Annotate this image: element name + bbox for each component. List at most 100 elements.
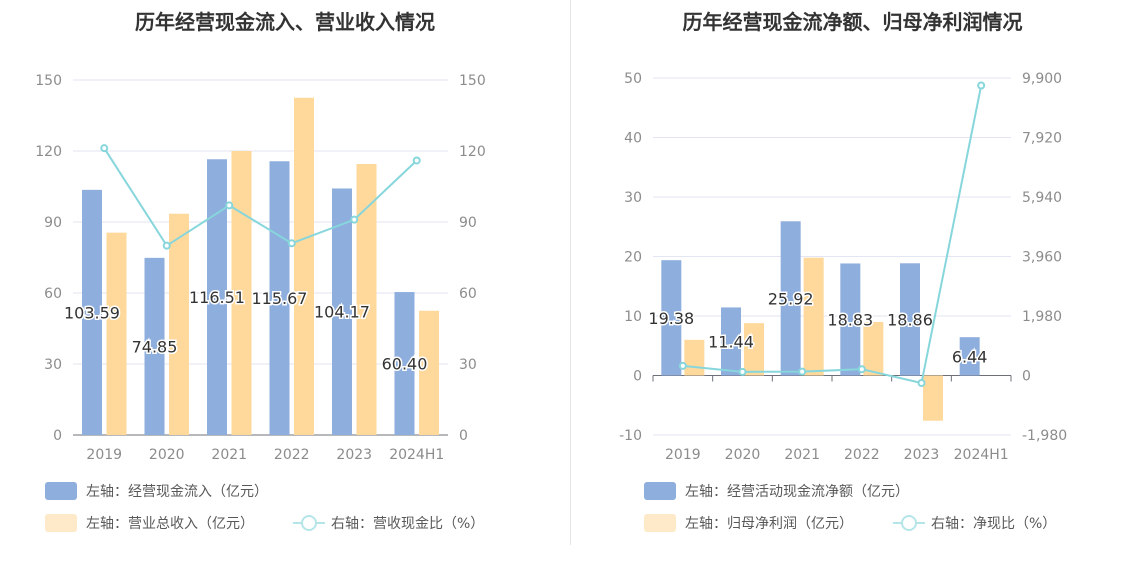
legend-label: 右轴：净现比（%） <box>931 516 1057 532</box>
left-axis-tick-label: 30 <box>44 357 62 373</box>
bar-primary <box>661 260 682 376</box>
right-axis-tick-label: 3,960 <box>1022 250 1062 266</box>
right-axis-tick-label: 90 <box>459 215 477 231</box>
right-axis-tick-label: 0 <box>459 428 468 444</box>
chart-plot-inflow-revenue: 0 30 60 90 120 150 0 30 60 90 120 150 2019 2020 2021 20… <box>35 73 486 463</box>
left-axis-tick-label: 30 <box>624 190 642 206</box>
legend-item-net-ratio[interactable]: 右轴：净现比（%） <box>893 513 1056 533</box>
bar-secondary <box>803 257 824 376</box>
right-axis-tick-label: 5,940 <box>1022 190 1062 206</box>
left-axis-tick-label: 120 <box>35 144 62 160</box>
legend-label: 左轴：营业总收入（亿元） <box>86 516 254 532</box>
left-axis-tick-label: 20 <box>624 250 642 266</box>
bar-secondary <box>169 213 189 435</box>
ratio-line <box>103 147 418 248</box>
left-axis-tick-label: 60 <box>44 286 62 302</box>
bar-primary <box>269 161 290 435</box>
ratio-point <box>917 379 926 388</box>
left-axis-tick-label: 150 <box>35 73 62 89</box>
bar-data-label: 116.51 <box>189 288 245 307</box>
x-axis-tick-label: 2022 <box>844 447 880 463</box>
chart-panel-inflow-revenue: 历年经营现金流入、营业收入情况 0 30 60 90 120 150 0 30 60 90 120 1… <box>35 10 486 533</box>
legend-swatch-bar <box>45 482 77 500</box>
bar-data-label: 25.92 <box>768 289 814 308</box>
legend-swatch-line <box>293 514 325 532</box>
bar-primary <box>840 263 861 376</box>
ratio-point <box>977 81 986 90</box>
bar-primary <box>144 257 165 435</box>
legend-item-inflow[interactable]: 左轴：经营现金流入（亿元） <box>45 481 268 501</box>
bar-primary <box>82 189 102 435</box>
ratio-point <box>350 215 359 224</box>
bar-primary <box>900 263 920 376</box>
ratio-point <box>100 144 109 153</box>
left-axis-tick-label: 50 <box>624 71 642 87</box>
bar-primary <box>332 188 352 435</box>
ratio-point <box>798 367 807 376</box>
legend-swatch-line <box>893 514 925 532</box>
x-axis-tick-label: 2019 <box>86 447 122 463</box>
legend-swatch-bar <box>644 514 676 532</box>
right-axis-tick-label: 1,980 <box>1022 309 1062 325</box>
legend-label: 左轴：归母净利润（亿元） <box>685 516 853 532</box>
bar-data-label: 6.44 <box>952 347 988 366</box>
right-axis-tick-label: 60 <box>459 286 477 302</box>
bar-secondary <box>744 323 764 376</box>
right-axis-tick-label: 9,900 <box>1022 71 1062 87</box>
bar-data-label: 19.38 <box>648 309 694 328</box>
ratio-point <box>412 156 421 165</box>
x-axis-tick-label: 2022 <box>274 447 310 463</box>
ratio-point <box>162 241 171 250</box>
bar-primary <box>394 292 415 435</box>
x-axis-tick-label: 2020 <box>725 447 761 463</box>
bar-primary <box>721 307 741 376</box>
right-axis-tick-label: 7,920 <box>1022 131 1062 147</box>
x-axis-tick-label: 2020 <box>149 447 185 463</box>
x-axis-tick-label: 2023 <box>904 447 940 463</box>
bar-data-label: 115.67 <box>252 289 308 308</box>
bar-data-label: 18.83 <box>827 310 873 329</box>
x-axis-tick-label: 2024H1 <box>954 447 1009 463</box>
bar-data-label: 103.59 <box>64 303 120 322</box>
legend-label: 左轴：经营现金流入（亿元） <box>86 484 268 500</box>
bar-primary <box>959 337 980 376</box>
bar-secondary <box>863 321 884 376</box>
bar-secondary <box>356 164 377 435</box>
legend-item-ratio[interactable]: 右轴：营收现金比（%） <box>293 513 484 533</box>
x-axis-tick-label: 2023 <box>336 447 372 463</box>
legend-swatch-bar <box>644 482 676 500</box>
x-axis-tick-label: 2021 <box>211 447 247 463</box>
ratio-point <box>857 365 866 374</box>
right-axis-tick-label: -1,980 <box>1022 428 1067 444</box>
bar-primary <box>780 221 801 376</box>
x-axis-tick-label: 2021 <box>784 447 820 463</box>
ratio-point <box>738 367 747 376</box>
right-axis-tick-label: 150 <box>459 73 486 89</box>
chart-plot-netflow-profit: -10 0 10 20 30 40 50 -1,980 0 1,980 3,960 5,940 7,92… <box>619 71 1067 463</box>
right-axis-tick-label: 120 <box>459 144 486 160</box>
chart-title: 历年经营现金流入、营业收入情况 <box>135 10 435 34</box>
bar-data-label: 18.86 <box>887 310 933 329</box>
legend-item-revenue[interactable]: 左轴：营业总收入（亿元） <box>45 513 254 533</box>
legend-item-net-flow[interactable]: 左轴：经营活动现金流净额（亿元） <box>644 481 909 501</box>
ratio-point <box>287 239 296 248</box>
legend-item-net-profit[interactable]: 左轴：归母净利润（亿元） <box>644 513 853 533</box>
left-axis-tick-label: 10 <box>624 309 642 325</box>
bar-data-label: 74.85 <box>132 337 178 356</box>
bar-secondary <box>419 310 439 435</box>
panel-divider <box>570 0 571 545</box>
legend-swatch-bar <box>45 514 77 532</box>
bar-data-label: 60.40 <box>382 355 428 374</box>
chart-panel-netflow-profit: 历年经营现金流净额、归母净利润情况 -10 0 10 20 30 40 50 -1,980 0 1… <box>571 0 1134 582</box>
bar-data-label: 104.17 <box>314 303 370 322</box>
x-axis-tick-label: 2019 <box>665 447 701 463</box>
ratio-line <box>682 85 983 385</box>
ratio-point <box>225 201 234 210</box>
left-axis-tick-label: 0 <box>633 369 642 385</box>
legend-label: 左轴：经营活动现金流净额（亿元） <box>685 484 909 500</box>
ratio-point <box>678 361 687 370</box>
left-axis-tick-label: -10 <box>619 428 642 444</box>
bar-secondary <box>923 375 943 421</box>
left-axis-tick-label: 40 <box>624 131 642 147</box>
left-axis-tick-label: 90 <box>44 215 62 231</box>
